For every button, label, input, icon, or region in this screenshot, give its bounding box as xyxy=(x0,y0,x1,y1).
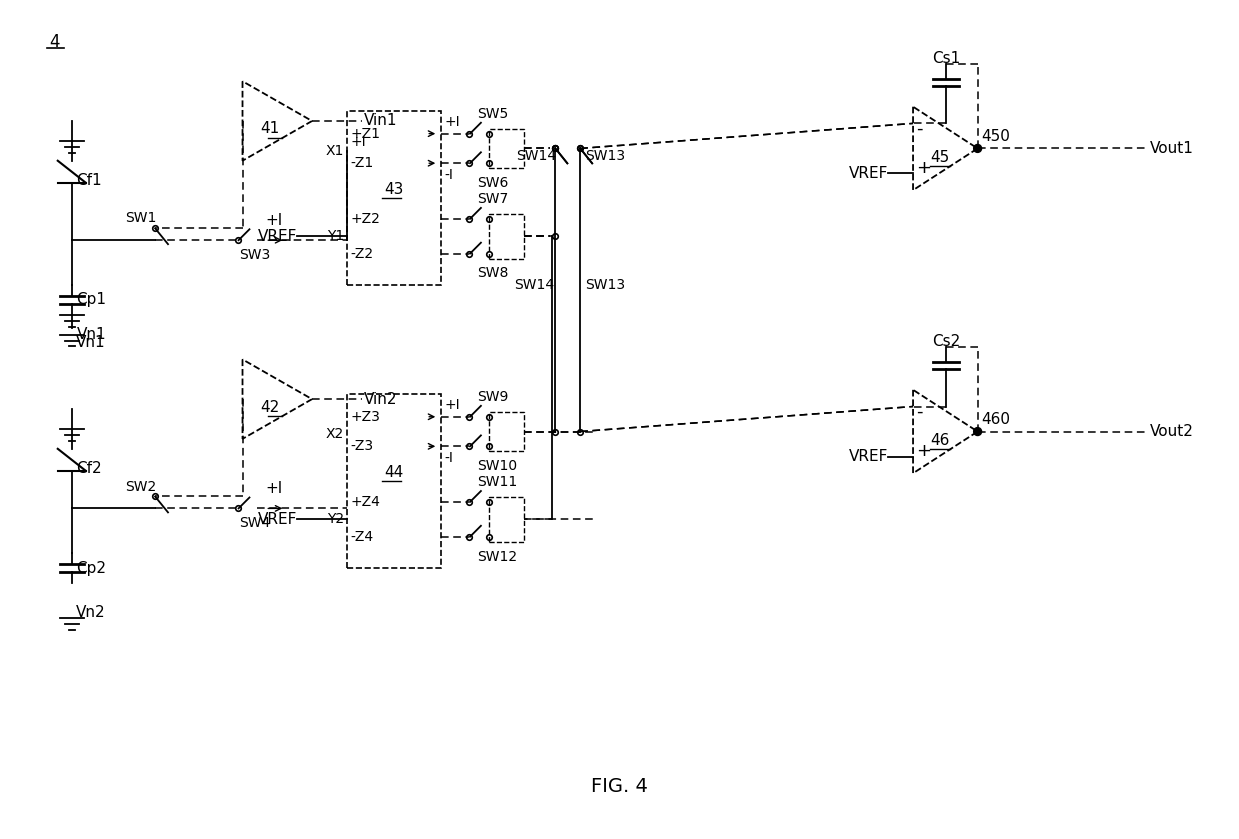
Text: 44: 44 xyxy=(384,465,404,480)
Text: -Z2: -Z2 xyxy=(351,247,374,261)
Text: SW7: SW7 xyxy=(477,192,508,206)
Text: SW4: SW4 xyxy=(239,516,271,530)
Bar xyxy=(489,128,524,168)
Text: -I: -I xyxy=(444,168,453,182)
Text: SW10: SW10 xyxy=(477,459,517,473)
Text: -: - xyxy=(916,120,923,138)
Text: Vout1: Vout1 xyxy=(1150,141,1193,156)
Text: SW14: SW14 xyxy=(515,149,556,164)
Text: +I: +I xyxy=(265,481,282,496)
Text: 41: 41 xyxy=(260,122,280,137)
Text: 4: 4 xyxy=(48,33,59,50)
Text: 43: 43 xyxy=(384,182,404,197)
Bar xyxy=(489,412,524,451)
Text: 46: 46 xyxy=(930,433,949,448)
Text: SW8: SW8 xyxy=(477,267,508,280)
Text: VREF: VREF xyxy=(849,166,888,181)
Text: Vn1: Vn1 xyxy=(77,327,107,342)
Text: 42: 42 xyxy=(260,399,280,414)
Text: +Z4: +Z4 xyxy=(351,495,380,509)
Text: SW6: SW6 xyxy=(477,176,508,190)
Text: Cf2: Cf2 xyxy=(76,461,102,477)
Text: 460: 460 xyxy=(981,412,1011,427)
Text: Cf1: Cf1 xyxy=(76,173,102,188)
Text: +I: +I xyxy=(351,135,367,149)
Bar xyxy=(489,497,524,542)
Text: SW14: SW14 xyxy=(514,278,554,292)
Bar xyxy=(489,214,524,258)
Text: 45: 45 xyxy=(930,150,949,165)
Text: SW12: SW12 xyxy=(477,550,517,564)
Text: SW5: SW5 xyxy=(477,107,508,121)
Text: Vin1: Vin1 xyxy=(364,113,398,128)
Text: Cs1: Cs1 xyxy=(932,51,960,66)
Text: +I: +I xyxy=(444,115,460,128)
Text: X2: X2 xyxy=(326,427,344,441)
Text: -Z4: -Z4 xyxy=(351,529,374,544)
Text: VREF: VREF xyxy=(258,512,297,527)
Text: 450: 450 xyxy=(981,129,1011,144)
Text: SW2: SW2 xyxy=(125,480,156,493)
Text: Vn1: Vn1 xyxy=(76,335,105,350)
Text: +Z2: +Z2 xyxy=(351,211,380,226)
Bar xyxy=(347,394,441,568)
Circle shape xyxy=(974,428,981,435)
Bar xyxy=(347,111,441,285)
Text: Vin2: Vin2 xyxy=(364,392,398,407)
Text: SW11: SW11 xyxy=(477,475,517,489)
Text: SW13: SW13 xyxy=(585,278,626,292)
Text: +Z3: +Z3 xyxy=(351,409,380,424)
Text: VREF: VREF xyxy=(258,229,297,243)
Text: Y2: Y2 xyxy=(327,513,344,526)
Text: -Z3: -Z3 xyxy=(351,440,374,453)
Text: -I: -I xyxy=(444,451,453,466)
Text: +I: +I xyxy=(444,398,460,412)
Text: -Z1: -Z1 xyxy=(351,156,374,170)
Text: SW3: SW3 xyxy=(239,248,271,262)
Text: SW1: SW1 xyxy=(125,211,156,226)
Text: +: + xyxy=(916,442,930,461)
Circle shape xyxy=(974,144,981,153)
Text: +I: +I xyxy=(265,213,282,228)
Text: Y1: Y1 xyxy=(327,229,344,243)
Text: SW13: SW13 xyxy=(585,149,626,164)
Text: Cs2: Cs2 xyxy=(932,335,960,349)
Text: Vn2: Vn2 xyxy=(76,605,105,620)
Text: +Z1: +Z1 xyxy=(351,127,380,141)
Text: +: + xyxy=(916,159,930,177)
Text: Vout2: Vout2 xyxy=(1150,424,1193,439)
Text: X1: X1 xyxy=(326,144,344,158)
Text: Cp1: Cp1 xyxy=(77,292,107,307)
Text: VREF: VREF xyxy=(849,449,888,464)
Text: SW9: SW9 xyxy=(477,390,508,404)
Text: Cp2: Cp2 xyxy=(77,560,107,576)
Text: -: - xyxy=(916,403,923,420)
Text: FIG. 4: FIG. 4 xyxy=(591,777,648,796)
